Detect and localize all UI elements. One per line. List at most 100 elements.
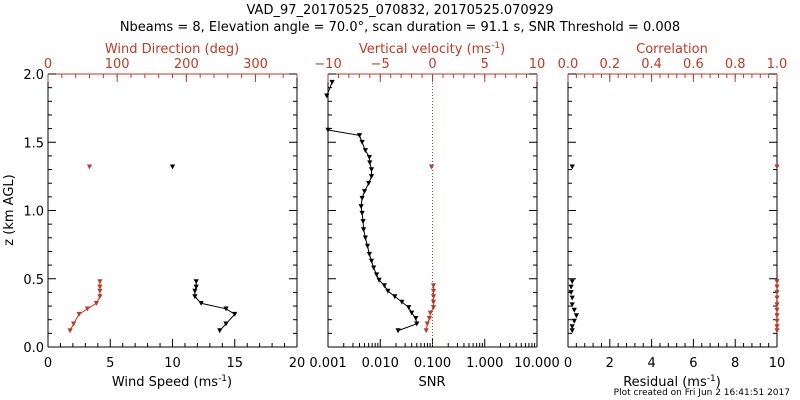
data-point [430, 305, 437, 310]
data-point [358, 204, 364, 209]
data-point [366, 155, 372, 160]
top-x-tick-label: 0.6 [683, 57, 704, 72]
data-point [84, 306, 90, 312]
data-point [366, 180, 372, 186]
data-point [392, 294, 398, 300]
data-point [395, 328, 401, 334]
data-point [362, 235, 368, 241]
data-point [424, 321, 430, 327]
data-point [774, 307, 780, 313]
data-point [193, 284, 199, 290]
data-point [430, 294, 437, 300]
y-tick-label: 1.0 [23, 205, 44, 220]
data-point [97, 288, 103, 294]
wind-speed-axis-title: Wind Speed (ms-1) [112, 374, 232, 390]
data-point [324, 93, 330, 99]
x-tick-label: 10 [769, 356, 786, 371]
top-x-tick-label: 10 [529, 57, 546, 72]
data-point [426, 316, 432, 321]
data-point [97, 284, 103, 290]
data-point [568, 290, 574, 295]
x-tick-label: 20 [289, 356, 306, 371]
data-point [571, 307, 577, 313]
data-point [385, 288, 391, 294]
snr-axis-title: SNR [418, 375, 445, 390]
data-point [430, 283, 437, 289]
data-point [361, 189, 368, 194]
data-point [76, 311, 82, 317]
top-x-tick-label: 300 [243, 57, 268, 72]
data-point [569, 295, 575, 301]
top-x-tick-label: 0.8 [725, 57, 746, 72]
data-point [371, 265, 377, 271]
top-x-tick-label: 100 [105, 57, 130, 72]
data-point [427, 310, 433, 316]
data-point [430, 299, 437, 305]
data-point [376, 277, 382, 283]
data-point [192, 288, 198, 294]
y-tick-label: 0.5 [23, 273, 44, 288]
panel-residual: 0 2 4 6 8 10 0.0 0.2 0.4 0.6 0.8 1.0 [558, 57, 788, 371]
data-point [428, 164, 435, 170]
data-point [774, 295, 780, 301]
data-point [364, 243, 371, 249]
data-point [423, 328, 429, 334]
data-point [97, 279, 103, 285]
data-point [569, 324, 575, 330]
data-point [399, 299, 405, 305]
data-point [359, 139, 365, 145]
residual-axis-title: Residual (ms-1) [623, 374, 721, 390]
data-point [406, 305, 412, 310]
data-point [774, 318, 780, 324]
data-point [569, 328, 575, 334]
data-point [774, 328, 780, 334]
data-point [368, 258, 375, 264]
x-tick-label: 0.010 [362, 356, 399, 371]
data-point [359, 195, 365, 201]
top-x-tick-label: 0 [428, 57, 436, 72]
data-point [368, 167, 375, 173]
data-point [223, 321, 229, 327]
figure-subtitle: Nbeams = 8, Elevation angle = 70.0°, sca… [120, 20, 680, 35]
data-point [374, 272, 380, 278]
panel-wind: 0.00.51.01.52.00 5 10 15 200 100 200 300 [23, 57, 305, 371]
x-tick-label: 0.001 [309, 356, 346, 371]
x-tick-label: 2 [606, 356, 614, 371]
x-tick-label: 0.100 [414, 356, 451, 371]
data-point [381, 283, 387, 289]
top-x-tick-label: −5 [371, 57, 390, 72]
top-x-tick-label: 200 [174, 57, 199, 72]
top-x-tick-label: −10 [314, 57, 341, 72]
data-point [774, 279, 780, 285]
data-point [193, 279, 199, 285]
panel-snr: 0.001 0.010 0.100 1.000 10.000 −10 −5 0 5 10 [309, 57, 559, 371]
top-x-tick-label: 5 [481, 57, 489, 72]
data-point [198, 301, 204, 306]
data-point [97, 294, 103, 300]
data-point [71, 321, 77, 327]
data-point [356, 133, 363, 138]
series-line [194, 281, 236, 331]
data-point [774, 284, 780, 290]
data-point [362, 148, 368, 153]
x-tick-label: 8 [731, 356, 739, 371]
data-point [329, 79, 335, 85]
data-point [430, 288, 437, 294]
data-point [223, 306, 229, 312]
data-point [569, 279, 575, 285]
y-tick-label: 2.0 [23, 68, 44, 83]
y-axis-label: z (km AGL) [2, 174, 17, 245]
x-tick-label: 1.000 [466, 356, 503, 371]
top-x-tick-label: 0.4 [641, 57, 662, 72]
x-tick-label: 5 [106, 356, 114, 371]
wind-direction-axis-title: Wind Direction (deg) [105, 42, 239, 57]
x-tick-label: 0 [564, 356, 572, 371]
plot-created-note: Plot created on Fri Jun 2 16:41:51 2017 [613, 388, 790, 398]
top-x-tick-label: 1.0 [767, 57, 788, 72]
data-point [414, 321, 420, 327]
data-point [232, 311, 238, 317]
data-point [569, 302, 575, 308]
x-tick-label: 10 [164, 356, 181, 371]
y-tick-label: 0.0 [23, 341, 44, 356]
